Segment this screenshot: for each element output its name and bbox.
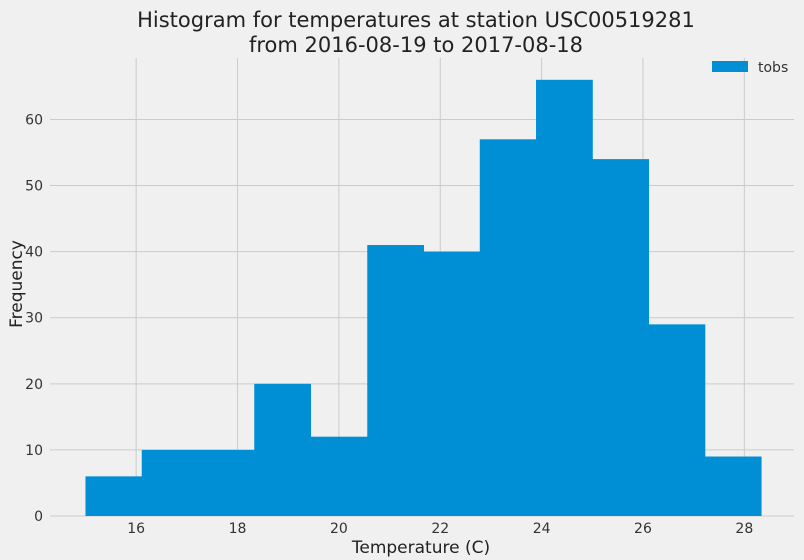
histogram-bar (648, 324, 706, 516)
x-tick-label: 28 (735, 521, 753, 537)
y-tick-label: 0 (34, 509, 43, 525)
x-axis-ticks: 16 18 20 22 24 26 28 (127, 521, 753, 537)
y-tick-label: 10 (25, 443, 43, 459)
y-tick-label: 50 (25, 179, 43, 195)
legend-swatch-tobs (712, 61, 748, 72)
histogram-bar (85, 476, 143, 516)
histogram-bar (141, 449, 199, 516)
legend: tobs (712, 60, 788, 76)
y-axis-ticks: 0 10 20 30 40 50 60 (25, 112, 43, 525)
chart-title-line2: from 2016-08-19 to 2017-08-18 (249, 33, 583, 57)
legend-label-tobs: tobs (758, 60, 788, 76)
histogram-bar (479, 139, 537, 516)
histogram-bars (85, 79, 762, 517)
histogram-bar (197, 449, 255, 516)
histogram-bar (423, 251, 481, 516)
x-tick-label: 22 (431, 521, 449, 537)
histogram-bar (592, 159, 650, 516)
x-tick-label: 20 (330, 521, 348, 537)
histogram-bar (704, 456, 762, 516)
histogram-bar (536, 79, 593, 517)
y-tick-label: 20 (25, 377, 43, 393)
y-tick-label: 30 (25, 311, 43, 327)
x-axis-label: Temperature (C) (351, 538, 490, 558)
histogram-bar (367, 245, 425, 516)
y-axis-label: Frequency (7, 240, 27, 328)
histogram-bar (254, 383, 312, 516)
histogram-bar (310, 436, 368, 516)
y-tick-label: 60 (25, 112, 43, 128)
x-tick-label: 24 (533, 521, 551, 537)
x-tick-label: 18 (229, 521, 247, 537)
x-tick-label: 26 (634, 521, 652, 537)
chart-title-line1: Histogram for temperatures at station US… (137, 8, 695, 32)
x-tick-label: 16 (127, 521, 145, 537)
y-tick-label: 40 (25, 245, 43, 261)
